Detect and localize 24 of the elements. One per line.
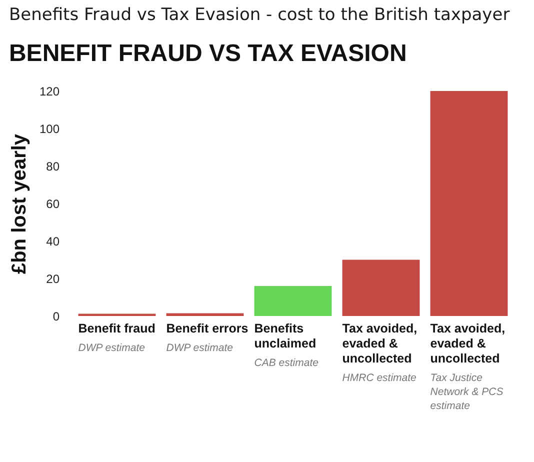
y-tick-label: 120 — [39, 84, 60, 98]
bar — [254, 286, 332, 316]
text: HMRC estimate — [342, 372, 417, 384]
x-tick-label: Benefit fraud — [78, 322, 156, 336]
y-tick-label: 0 — [52, 310, 60, 324]
chart-title: Benefits Fraud vs Tax Evasion - cost to the British taxpayer — [8, 5, 510, 25]
chart-subtitle: BENEFIT FRAUD VS TAX EVASION — [8, 40, 407, 67]
x-tick-label: Tax avoided, evaded & uncollected — [430, 322, 506, 366]
x-tick-label: Benefits unclaimed — [254, 322, 316, 350]
text: DWP estimate — [166, 342, 234, 354]
bar — [342, 260, 420, 316]
text: DWP estimate — [78, 342, 146, 354]
y-tick-label: 20 — [46, 272, 60, 286]
y-tick-label: 100 — [39, 122, 60, 136]
y-axis-title: £bn lost yearly — [8, 133, 30, 274]
bar — [166, 313, 244, 316]
y-tick-label: 40 — [46, 234, 60, 248]
bar — [430, 91, 508, 316]
x-tick-label: Benefit errors — [166, 322, 248, 336]
text: CAB estimate — [254, 357, 319, 369]
x-tick-label: Tax avoided, evaded & uncollected — [342, 322, 418, 366]
y-tick-label: 80 — [46, 160, 60, 174]
text: Tax Justice Network & PCS estimate — [430, 372, 504, 412]
y-tick-label: 60 — [46, 197, 60, 211]
